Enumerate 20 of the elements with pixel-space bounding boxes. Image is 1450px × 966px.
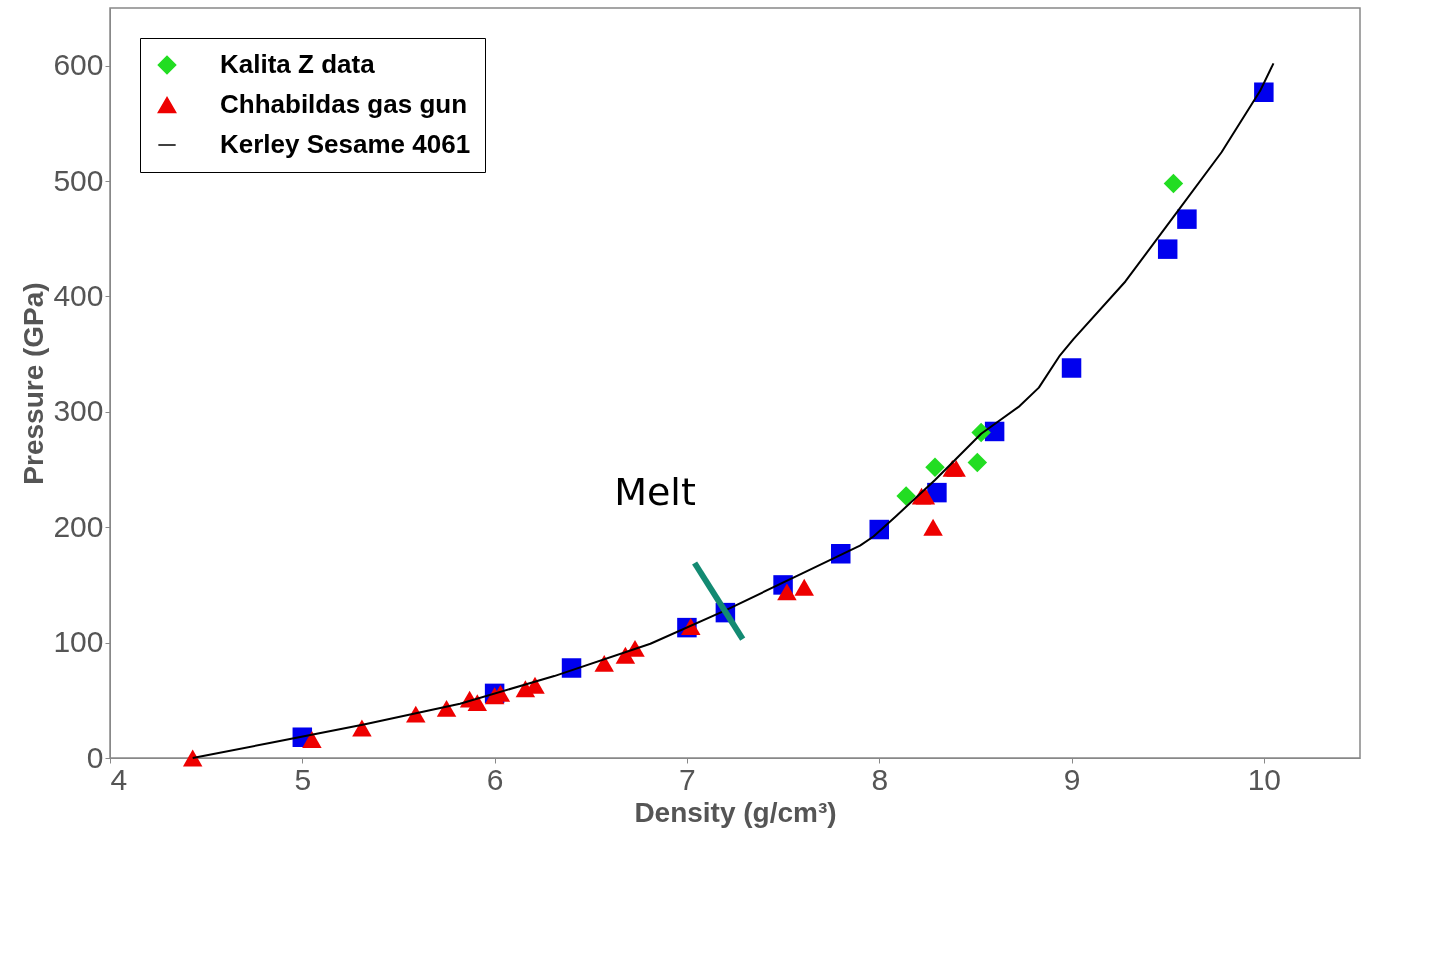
x-tick-label: 5 xyxy=(294,762,312,796)
y-tick-label: 100 xyxy=(53,625,104,659)
x-tick-label: 8 xyxy=(871,762,889,796)
y-axis-title: Pressure (GPa) xyxy=(18,282,50,485)
legend-label: Chhabildas gas gun xyxy=(220,89,468,119)
x-tick-label: 10 xyxy=(1247,762,1282,796)
y-tick-label: 600 xyxy=(53,48,104,82)
y-tick-label: 200 xyxy=(53,509,104,543)
x-axis-title: Density (g/cm³) xyxy=(634,796,837,828)
x-tick-label: 4 xyxy=(110,762,128,796)
y-tick-label: 500 xyxy=(53,163,104,197)
legend-label: Kerley Sesame 4061 xyxy=(220,129,471,159)
y-tick-label: 0 xyxy=(86,740,104,774)
legend-label: Kalita Z data xyxy=(220,49,376,79)
x-tick-label: 6 xyxy=(486,762,504,796)
x-tick-label: 7 xyxy=(679,762,696,796)
y-tick-label: 400 xyxy=(53,278,104,312)
x-tick-label: 9 xyxy=(1063,762,1081,796)
y-tick-label: 300 xyxy=(53,394,104,428)
annotation: Melt xyxy=(614,470,696,514)
